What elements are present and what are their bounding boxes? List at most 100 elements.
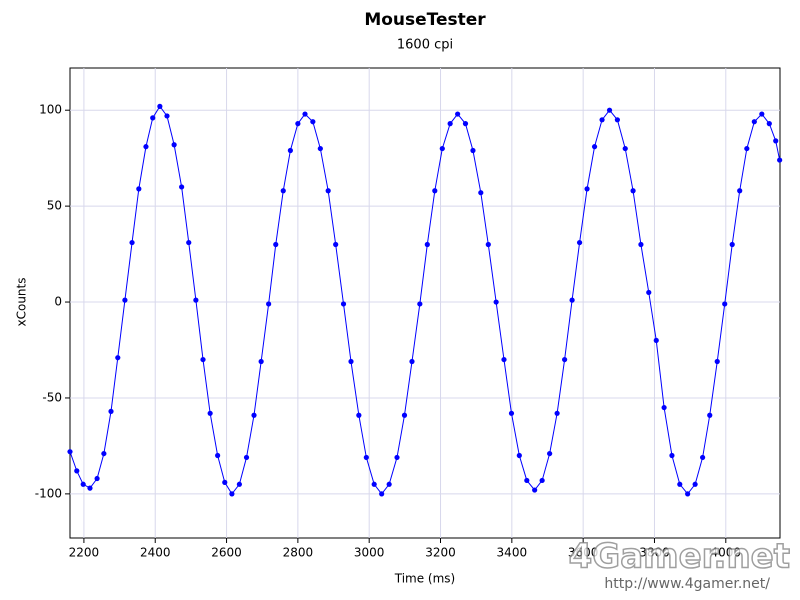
data-point (94, 475, 100, 482)
data-point (677, 481, 683, 487)
x-tick-label: 2600 (211, 546, 242, 560)
y-tick-label: 0 (54, 295, 62, 309)
data-point (591, 144, 598, 150)
data-point (101, 450, 107, 457)
data-point (524, 477, 530, 484)
series-line (69, 105, 781, 495)
y-tick-label: 50 (47, 199, 62, 213)
data-point (606, 107, 613, 113)
data-point (157, 103, 163, 109)
data-point (692, 481, 698, 487)
data-point (74, 468, 80, 474)
data-point (136, 186, 142, 192)
data-point (614, 117, 620, 123)
watermark-url: http://www.4gamer.net/ (604, 576, 770, 592)
data-point (302, 111, 308, 117)
data-point (722, 301, 728, 307)
data-point (539, 477, 545, 484)
data-point (516, 452, 522, 459)
data-point (340, 301, 347, 307)
chart-subtitle: 1600 cpi (397, 38, 453, 53)
data-point (576, 239, 583, 246)
data-point (744, 145, 750, 152)
data-point (243, 454, 250, 461)
x-tick-label: 4000 (711, 546, 742, 560)
data-point (646, 289, 652, 296)
data-point (273, 241, 279, 248)
data-point (215, 452, 221, 459)
data-point (562, 356, 568, 363)
data-point (501, 356, 507, 363)
data-point (266, 301, 272, 307)
data-point (379, 491, 385, 497)
data-point (193, 297, 199, 303)
data-point (737, 188, 743, 194)
data-point (439, 145, 445, 152)
data-point (493, 299, 499, 305)
x-axis-label: Time (ms) (394, 572, 456, 586)
data-point (164, 113, 170, 119)
y-axis-label: xCounts (15, 278, 29, 327)
data-point (386, 481, 392, 487)
data-point (432, 188, 438, 194)
data-point (150, 115, 156, 121)
data-point (751, 119, 757, 125)
data-point (547, 450, 553, 457)
data-point (348, 358, 354, 365)
data-point (773, 138, 779, 144)
watermark: 4Gamer.net (569, 537, 790, 577)
data-point (200, 356, 206, 363)
data-point (653, 337, 659, 344)
data-point (661, 404, 667, 411)
data-point (455, 111, 461, 117)
data-point (478, 190, 484, 196)
data-point (447, 121, 453, 127)
data-point (599, 117, 605, 123)
data-point (115, 355, 121, 361)
y-tick-label: 100 (39, 103, 62, 117)
data-point (317, 145, 323, 152)
data-point (401, 412, 408, 418)
data-point (108, 408, 114, 414)
data-point (569, 297, 575, 303)
data-point (508, 410, 515, 416)
data-point (707, 412, 713, 418)
data-point (295, 121, 301, 127)
data-point (258, 358, 264, 365)
data-point (532, 487, 538, 493)
data-point (207, 410, 213, 416)
data-point (777, 157, 783, 163)
data-point (424, 241, 430, 248)
data-point (371, 481, 377, 487)
data-point (417, 301, 423, 307)
data-point (766, 121, 772, 127)
data-point (638, 241, 644, 248)
data-point (409, 358, 415, 365)
data-point (700, 454, 706, 461)
data-point (485, 241, 491, 248)
data-point (333, 241, 339, 248)
data-point (394, 454, 400, 461)
data-point (554, 410, 560, 416)
plot-layer: 2200 2400 2600 2800 3000 3200 3400 3600 3800 4000… (35, 68, 783, 560)
x-tick-label: 2400 (140, 546, 171, 560)
data-point (143, 144, 149, 150)
y-tick-label: -50 (42, 390, 62, 404)
data-point (470, 147, 476, 154)
x-tick-label: 3000 (354, 546, 385, 560)
data-point (363, 454, 369, 461)
plot-frame (69, 67, 781, 539)
data-point (251, 412, 257, 418)
data-point (584, 186, 590, 192)
data-point (669, 452, 675, 459)
data-point (80, 481, 86, 487)
data-point (186, 239, 192, 246)
data-point (179, 184, 185, 190)
x-tick-label: 2800 (283, 546, 314, 560)
chart-title: MouseTester (364, 10, 486, 30)
data-point (462, 121, 469, 127)
x-tick-label: 3200 (425, 546, 456, 560)
data-point (685, 491, 691, 497)
x-tick-label: 3600 (568, 546, 599, 560)
